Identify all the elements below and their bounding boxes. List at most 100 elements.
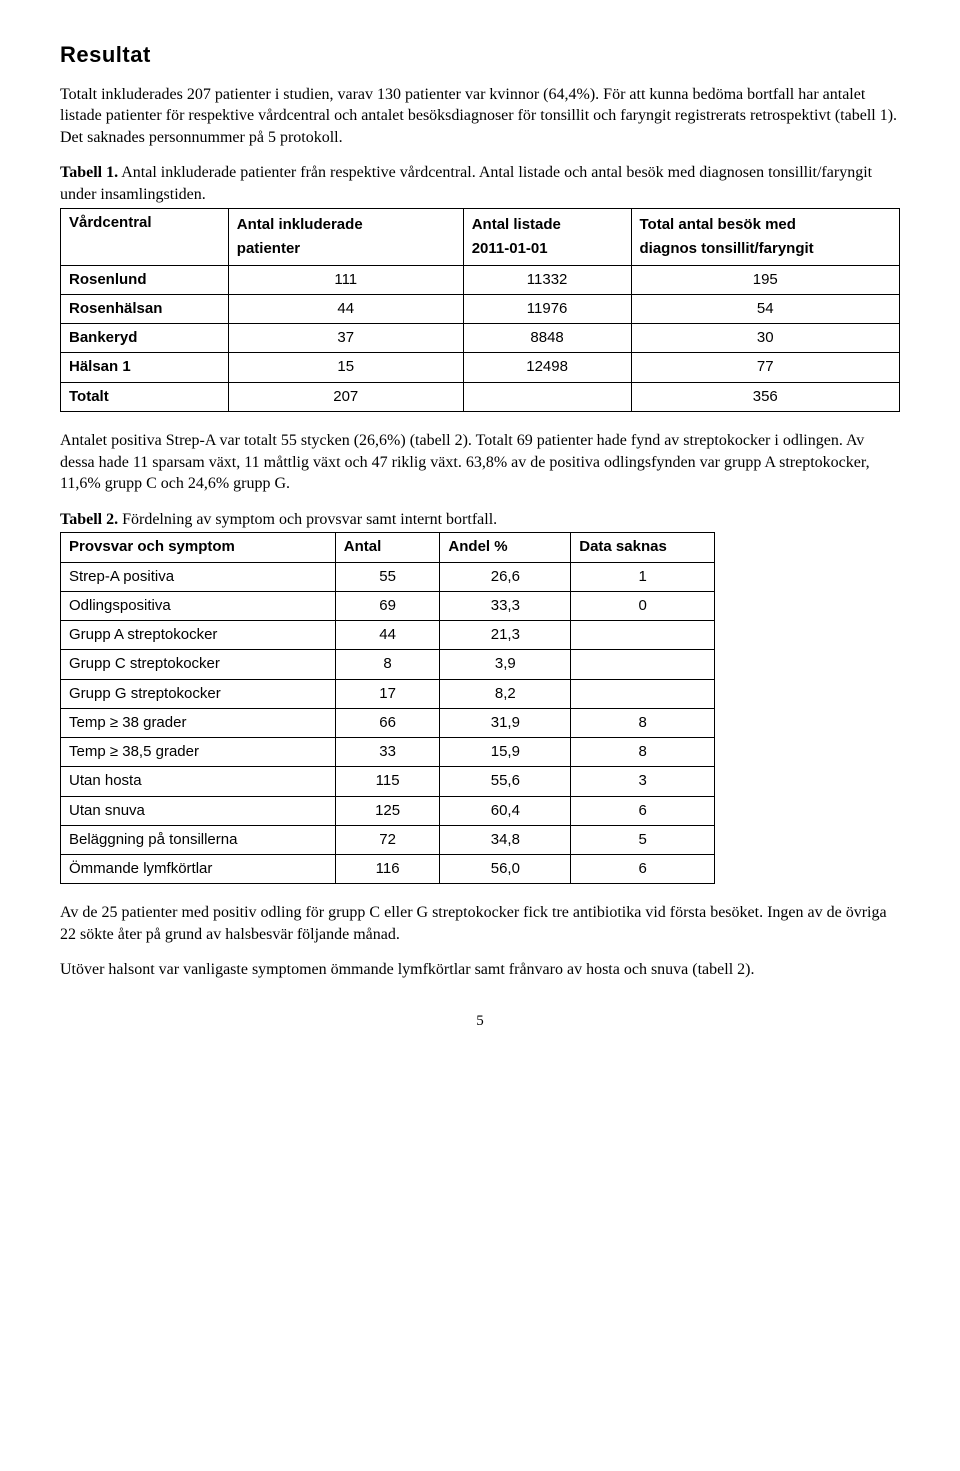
table-row: Odlingspositiva 69 33,3 0 (61, 591, 715, 620)
t2-r3-c4 (571, 650, 715, 679)
t1-r0-c1: Rosenlund (61, 265, 229, 294)
t2-r9-c3: 34,8 (440, 825, 571, 854)
t1-h-c2: Antal inkluderade patienter (228, 208, 463, 265)
t2-r6-c2: 33 (335, 738, 440, 767)
t1-r0-c2: 111 (228, 265, 463, 294)
t2-r2-c1: Grupp A streptokocker (61, 621, 336, 650)
t1-r0-c3: 11332 (463, 265, 631, 294)
t2-r7-c1: Utan hosta (61, 767, 336, 796)
t2-r10-c1: Ömmande lymfkörtlar (61, 855, 336, 884)
table-row: Utan snuva 125 60,4 6 (61, 796, 715, 825)
t1-r3-c3: 12498 (463, 353, 631, 382)
t2-r3-c2: 8 (335, 650, 440, 679)
t2-r9-c4: 5 (571, 825, 715, 854)
table-row: Rosenlund 111 11332 195 (61, 265, 900, 294)
table-row: Grupp G streptokocker 17 8,2 (61, 679, 715, 708)
t1-r4-c4: 356 (631, 382, 900, 411)
table1-caption: Tabell 1. Antal inkluderade patienter fr… (60, 162, 900, 205)
t2-r1-c3: 33,3 (440, 591, 571, 620)
t1-h-c2b: patienter (237, 240, 300, 257)
t1-r4-c3 (463, 382, 631, 411)
table-row: Hälsan 1 15 12498 77 (61, 353, 900, 382)
t1-r1-c4: 54 (631, 294, 900, 323)
table2-caption: Tabell 2. Fördelning av symptom och prov… (60, 509, 900, 531)
t2-r9-c2: 72 (335, 825, 440, 854)
t2-h-c2: Antal (335, 533, 440, 562)
paragraph-4: Utöver halsont var vanligaste symptomen … (60, 959, 900, 981)
t2-r0-c2: 55 (335, 562, 440, 591)
table-row: Beläggning på tonsillerna 72 34,8 5 (61, 825, 715, 854)
t1-r3-c2: 15 (228, 353, 463, 382)
table-2: Provsvar och symptom Antal Andel % Data … (60, 532, 715, 884)
t1-h-c4: Total antal besök med diagnos tonsillit/… (631, 208, 900, 265)
table-row: Grupp C streptokocker 8 3,9 (61, 650, 715, 679)
t2-r2-c2: 44 (335, 621, 440, 650)
t2-h-c4: Data saknas (571, 533, 715, 562)
t2-r5-c2: 66 (335, 708, 440, 737)
t1-r1-c2: 44 (228, 294, 463, 323)
t1-r1-c1: Rosenhälsan (61, 294, 229, 323)
t1-h-c4b: diagnos tonsillit/faryngit (640, 240, 814, 257)
table-row: Ömmande lymfkörtlar 116 56,0 6 (61, 855, 715, 884)
table-row: Temp ≥ 38,5 grader 33 15,9 8 (61, 738, 715, 767)
paragraph-3: Av de 25 patienter med positiv odling fö… (60, 902, 900, 945)
t2-r7-c3: 55,6 (440, 767, 571, 796)
t1-h-c1: Vårdcentral (61, 208, 229, 265)
t2-r1-c1: Odlingspositiva (61, 591, 336, 620)
table1-caption-rest: Antal inkluderade patienter från respekt… (60, 164, 872, 203)
t2-r5-c1: Temp ≥ 38 grader (61, 708, 336, 737)
t2-r7-c2: 115 (335, 767, 440, 796)
table2-caption-rest: Fördelning av symptom och provsvar samt … (118, 511, 497, 528)
table1-head-row: Vårdcentral Antal inkluderade patienter … (61, 208, 900, 265)
section-heading: Resultat (60, 40, 900, 70)
table-row: Grupp A streptokocker 44 21,3 (61, 621, 715, 650)
t1-r2-c2: 37 (228, 324, 463, 353)
t1-r4-c1: Totalt (61, 382, 229, 411)
t2-r0-c3: 26,6 (440, 562, 571, 591)
t2-r6-c3: 15,9 (440, 738, 571, 767)
t1-h-c3b: 2011-01-01 (472, 240, 548, 257)
table-row: Utan hosta 115 55,6 3 (61, 767, 715, 796)
t2-r8-c2: 125 (335, 796, 440, 825)
table-row: Rosenhälsan 44 11976 54 (61, 294, 900, 323)
t2-r0-c4: 1 (571, 562, 715, 591)
table2-caption-bold: Tabell 2. (60, 511, 118, 528)
t2-r8-c1: Utan snuva (61, 796, 336, 825)
t2-r4-c3: 8,2 (440, 679, 571, 708)
t2-r4-c1: Grupp G streptokocker (61, 679, 336, 708)
t2-h-c3: Andel % (440, 533, 571, 562)
t2-r3-c3: 3,9 (440, 650, 571, 679)
t1-r2-c4: 30 (631, 324, 900, 353)
t2-r2-c4 (571, 621, 715, 650)
table-row: Bankeryd 37 8848 30 (61, 324, 900, 353)
t2-r6-c4: 8 (571, 738, 715, 767)
paragraph-1: Totalt inkluderades 207 patienter i stud… (60, 84, 900, 149)
t1-r4-c2: 207 (228, 382, 463, 411)
table-row: Totalt 207 356 (61, 382, 900, 411)
table2-head-row: Provsvar och symptom Antal Andel % Data … (61, 533, 715, 562)
page-number: 5 (60, 1011, 900, 1031)
t1-h-c3: Antal listade 2011-01-01 (463, 208, 631, 265)
t2-r5-c3: 31,9 (440, 708, 571, 737)
t1-h-c2a: Antal inkluderade (237, 216, 363, 233)
t2-r4-c4 (571, 679, 715, 708)
t2-r10-c4: 6 (571, 855, 715, 884)
table-1: Vårdcentral Antal inkluderade patienter … (60, 208, 900, 412)
paragraph-2: Antalet positiva Strep-A var totalt 55 s… (60, 430, 900, 495)
t1-r2-c3: 8848 (463, 324, 631, 353)
t2-r1-c4: 0 (571, 591, 715, 620)
t1-r3-c1: Hälsan 1 (61, 353, 229, 382)
t2-r1-c2: 69 (335, 591, 440, 620)
t1-r2-c1: Bankeryd (61, 324, 229, 353)
t2-r10-c3: 56,0 (440, 855, 571, 884)
t1-r3-c4: 77 (631, 353, 900, 382)
t2-r6-c1: Temp ≥ 38,5 grader (61, 738, 336, 767)
t1-r1-c3: 11976 (463, 294, 631, 323)
t2-r8-c3: 60,4 (440, 796, 571, 825)
table-row: Temp ≥ 38 grader 66 31,9 8 (61, 708, 715, 737)
t2-r7-c4: 3 (571, 767, 715, 796)
table-row: Strep-A positiva 55 26,6 1 (61, 562, 715, 591)
t2-r0-c1: Strep-A positiva (61, 562, 336, 591)
t2-r3-c1: Grupp C streptokocker (61, 650, 336, 679)
t2-r4-c2: 17 (335, 679, 440, 708)
